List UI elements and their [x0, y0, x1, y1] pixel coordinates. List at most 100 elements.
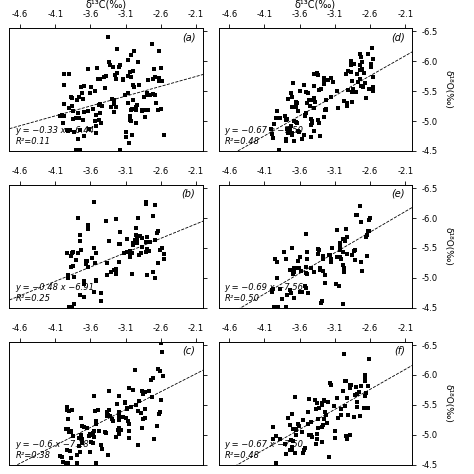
Point: [116, 413, 123, 420]
Point: [144, 106, 152, 114]
Point: [67, 428, 75, 436]
Point: [310, 268, 318, 275]
Point: [93, 64, 100, 72]
Point: [70, 115, 77, 122]
Point: [321, 279, 329, 286]
Point: [298, 428, 306, 436]
Point: [149, 91, 157, 98]
Point: [126, 68, 134, 76]
Point: [81, 277, 88, 285]
Point: [156, 367, 164, 374]
Point: [352, 383, 360, 391]
Point: [283, 135, 290, 143]
Point: [91, 259, 99, 267]
Point: [112, 433, 119, 441]
Point: [340, 350, 348, 358]
Point: [95, 116, 102, 124]
Point: [298, 136, 306, 143]
Point: [81, 280, 88, 288]
Point: [82, 257, 90, 265]
Point: [306, 396, 313, 403]
Text: R²=0.25: R²=0.25: [15, 294, 50, 303]
Point: [147, 377, 155, 384]
Point: [69, 248, 77, 255]
Point: [344, 435, 351, 442]
Point: [369, 45, 376, 52]
Point: [112, 75, 120, 82]
Point: [83, 424, 91, 432]
Point: [269, 286, 276, 293]
Point: [299, 450, 307, 457]
Point: [327, 251, 334, 259]
Point: [159, 348, 166, 356]
Point: [287, 122, 295, 129]
Point: [334, 104, 342, 112]
Text: R²=0.48: R²=0.48: [225, 137, 259, 146]
Point: [122, 91, 129, 99]
Point: [90, 439, 97, 447]
Point: [112, 270, 119, 278]
Point: [96, 75, 104, 83]
Point: [129, 97, 137, 104]
Point: [333, 394, 340, 401]
Point: [297, 288, 304, 295]
Point: [65, 408, 73, 415]
Point: [287, 290, 295, 297]
Point: [98, 297, 105, 304]
Point: [98, 119, 105, 127]
Point: [87, 83, 95, 91]
Point: [302, 88, 310, 96]
Point: [119, 75, 127, 82]
Point: [142, 199, 150, 206]
Point: [127, 250, 134, 257]
Point: [115, 240, 123, 248]
Point: [337, 255, 345, 263]
Point: [95, 427, 102, 434]
Point: [311, 99, 319, 106]
Point: [67, 455, 74, 462]
Point: [361, 371, 369, 379]
Point: [92, 417, 100, 425]
Point: [77, 246, 84, 254]
Point: [337, 243, 344, 251]
Point: [98, 289, 105, 296]
Point: [92, 419, 100, 427]
Text: y = −0.69 x −7.56: y = −0.69 x −7.56: [225, 283, 303, 292]
Point: [314, 117, 321, 124]
Point: [308, 264, 315, 271]
Point: [73, 96, 81, 104]
Point: [131, 236, 139, 244]
Point: [160, 131, 168, 139]
Point: [63, 459, 70, 467]
Text: y = −0.6 x −7.28: y = −0.6 x −7.28: [15, 439, 89, 448]
Point: [129, 68, 137, 75]
Point: [112, 103, 119, 110]
Point: [115, 63, 123, 71]
Point: [317, 266, 324, 274]
Point: [89, 255, 96, 262]
Point: [143, 271, 151, 279]
Point: [94, 406, 101, 414]
Point: [291, 393, 299, 401]
Point: [294, 257, 301, 264]
Point: [60, 100, 68, 108]
Point: [73, 459, 81, 467]
Point: [328, 93, 335, 101]
Point: [63, 407, 71, 414]
Point: [309, 118, 316, 125]
Point: [63, 403, 71, 411]
Point: [138, 235, 146, 242]
Point: [155, 259, 162, 266]
Point: [269, 285, 277, 292]
Point: [304, 408, 311, 416]
Point: [115, 417, 123, 424]
Point: [140, 93, 148, 100]
Point: [85, 432, 92, 440]
Point: [107, 61, 114, 69]
Point: [70, 433, 77, 440]
Point: [323, 411, 330, 419]
Point: [108, 103, 115, 110]
Point: [71, 273, 78, 281]
Point: [334, 414, 342, 421]
Point: [301, 444, 309, 452]
